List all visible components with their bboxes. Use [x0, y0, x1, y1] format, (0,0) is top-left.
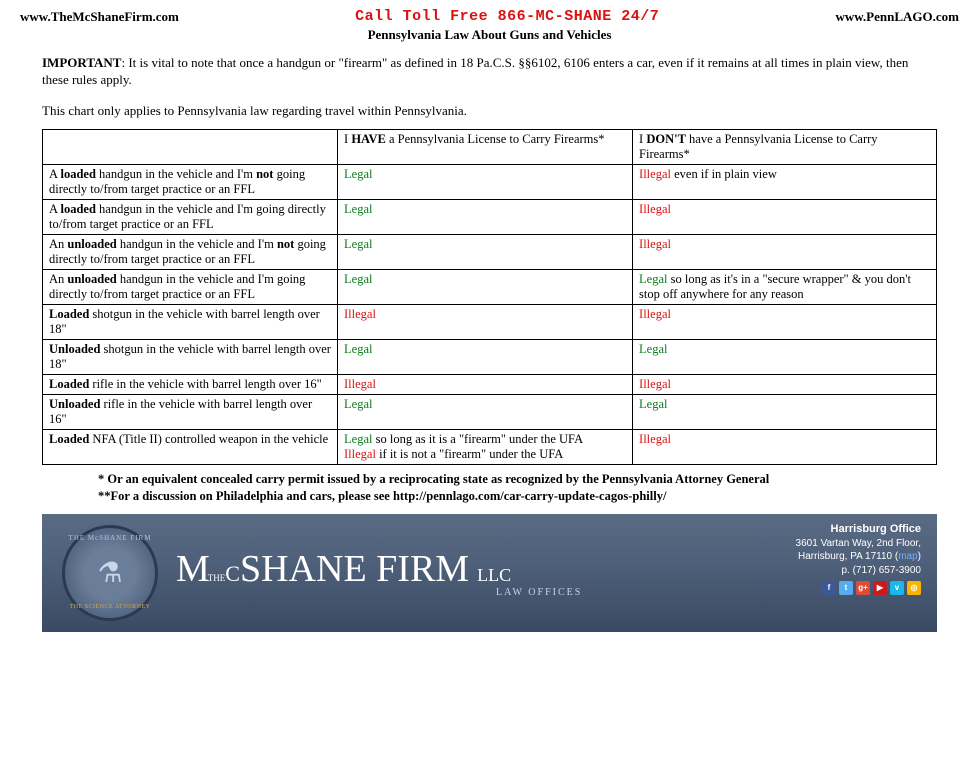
scenario-cell: An unloaded handgun in the vehicle and I…: [43, 234, 338, 269]
table-row: Unloaded shotgun in the vehicle with bar…: [43, 339, 937, 374]
dont-cell: Illegal: [633, 234, 937, 269]
have-cell: Legal so long as it is a "firearm" under…: [338, 429, 633, 464]
table-row: An unloaded handgun in the vehicle and I…: [43, 269, 937, 304]
table-row: A loaded handgun in the vehicle and I'm …: [43, 164, 937, 199]
footnotes: * Or an equivalent concealed carry permi…: [98, 471, 919, 506]
dont-cell: Legal: [633, 339, 937, 374]
scenario-cell: Unloaded shotgun in the vehicle with bar…: [43, 339, 338, 374]
office-addr2: Harrisburg, PA 17110 (map): [796, 550, 921, 564]
have-cell: Illegal: [338, 304, 633, 339]
dont-cell: Illegal even if in plain view: [633, 164, 937, 199]
office-addr1: 3601 Vartan Way, 2nd Floor,: [796, 537, 921, 551]
have-cell: Legal: [338, 269, 633, 304]
table-row: A loaded handgun in the vehicle and I'm …: [43, 199, 937, 234]
col-scenario: [43, 129, 338, 164]
table-row: Loaded shotgun in the vehicle with barre…: [43, 304, 937, 339]
office-phone: p. (717) 657-3900: [796, 564, 921, 578]
table-row: Unloaded rifle in the vehicle with barre…: [43, 394, 937, 429]
important-text: : It is vital to note that once a handgu…: [42, 55, 908, 87]
logo-bottom-text: THE SCIENCE ATTORNEY: [70, 604, 151, 610]
table-row: Loaded rifle in the vehicle with barrel …: [43, 374, 937, 394]
have-cell: Legal: [338, 234, 633, 269]
scope-note: This chart only applies to Pennsylvania …: [42, 103, 937, 119]
other-icon[interactable]: ◎: [907, 581, 921, 595]
col-have: I HAVE a Pennsylvania License to Carry F…: [338, 129, 633, 164]
scenario-cell: A loaded handgun in the vehicle and I'm …: [43, 164, 338, 199]
dont-cell: Legal so long as it's in a "secure wrapp…: [633, 269, 937, 304]
scenario-cell: Unloaded rifle in the vehicle with barre…: [43, 394, 338, 429]
table-row: An unloaded handgun in the vehicle and I…: [43, 234, 937, 269]
scenario-cell: An unloaded handgun in the vehicle and I…: [43, 269, 338, 304]
call-toll-free: Call Toll Free 866-MC-SHANE 24/7: [355, 8, 659, 25]
have-cell: Legal: [338, 199, 633, 234]
header-row: www.TheMcShaneFirm.com Call Toll Free 86…: [20, 8, 959, 25]
footnote-1: * Or an equivalent concealed carry permi…: [98, 471, 919, 489]
scenario-cell: Loaded rifle in the vehicle with barrel …: [43, 374, 338, 394]
office-title: Harrisburg Office: [796, 522, 921, 537]
dont-cell: Illegal: [633, 429, 937, 464]
table-row: Loaded NFA (Title II) controlled weapon …: [43, 429, 937, 464]
facebook-icon[interactable]: f: [822, 581, 836, 595]
googleplus-icon[interactable]: g+: [856, 581, 870, 595]
dna-icon: ⚗: [97, 556, 122, 590]
scenario-cell: Loaded NFA (Title II) controlled weapon …: [43, 429, 338, 464]
dont-cell: Illegal: [633, 374, 937, 394]
have-cell: Legal: [338, 164, 633, 199]
twitter-icon[interactable]: t: [839, 581, 853, 595]
dont-cell: Illegal: [633, 304, 937, 339]
office-info: Harrisburg Office 3601 Vartan Way, 2nd F…: [796, 522, 921, 595]
youtube-icon[interactable]: ▶: [873, 581, 887, 595]
law-offices-text: LAW OFFICES: [496, 587, 582, 598]
page-subtitle: Pennsylvania Law About Guns and Vehicles: [20, 27, 959, 43]
scenario-cell: A loaded handgun in the vehicle and I'm …: [43, 199, 338, 234]
important-note: IMPORTANT: It is vital to note that once…: [42, 55, 937, 89]
logo-top-text: THE McSHANE FIRM: [69, 534, 152, 542]
url-right[interactable]: www.PennLAGO.com: [835, 9, 959, 25]
have-cell: Legal: [338, 394, 633, 429]
firm-banner: THE McSHANE FIRM ⚗ THE SCIENCE ATTORNEY …: [42, 514, 937, 632]
url-left[interactable]: www.TheMcShaneFirm.com: [20, 9, 179, 25]
have-cell: Illegal: [338, 374, 633, 394]
col-dont: I DON'T have a Pennsylvania License to C…: [633, 129, 937, 164]
important-label: IMPORTANT: [42, 55, 121, 70]
scenario-cell: Loaded shotgun in the vehicle with barre…: [43, 304, 338, 339]
dont-cell: Legal: [633, 394, 937, 429]
have-cell: Legal: [338, 339, 633, 374]
firm-logo: THE McSHANE FIRM ⚗ THE SCIENCE ATTORNEY: [62, 525, 158, 621]
dont-cell: Illegal: [633, 199, 937, 234]
firm-name-block: MTHECSHANE FIRMLLC LAW OFFICES: [176, 547, 582, 598]
vimeo-icon[interactable]: v: [890, 581, 904, 595]
footnote-2: **For a discussion on Philadelphia and c…: [98, 488, 919, 506]
social-icons: f t g+ ▶ v ◎: [796, 581, 921, 595]
map-link[interactable]: map: [898, 551, 917, 562]
gun-vehicle-table: I HAVE a Pennsylvania License to Carry F…: [42, 129, 937, 465]
